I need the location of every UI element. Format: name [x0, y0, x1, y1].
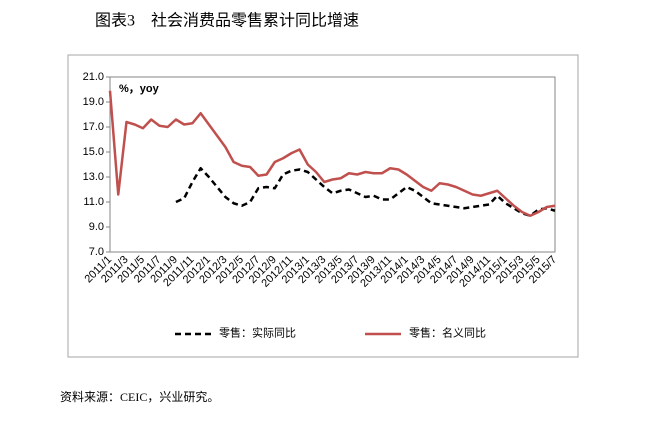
legend-label: 零售：名义同比: [409, 326, 486, 340]
y-tick-label: 15.0: [83, 146, 104, 158]
chart-frame: [67, 54, 579, 358]
y-tick-label: 7.0: [89, 246, 104, 258]
source-note: 资料来源：CEIC，兴业研究。: [60, 389, 219, 404]
y-tick-label: 17.0: [83, 121, 104, 133]
plot-area: [109, 76, 556, 253]
data-line: [108, 90, 556, 217]
chart-title: 图表3 社会消费品零售累计同比增速: [95, 12, 359, 30]
y-tick-label: 11.0: [83, 196, 104, 208]
y-tick-label: 19.0: [83, 96, 104, 108]
legend-label: 零售：实际同比: [219, 326, 296, 340]
y-tick-label: 9.0: [89, 221, 104, 233]
y-tick-label: 21.0: [83, 71, 104, 83]
y-tick-label: 13.0: [83, 171, 104, 183]
y-unit-label: %，yoy: [119, 83, 160, 95]
data-line: [175, 167, 556, 217]
